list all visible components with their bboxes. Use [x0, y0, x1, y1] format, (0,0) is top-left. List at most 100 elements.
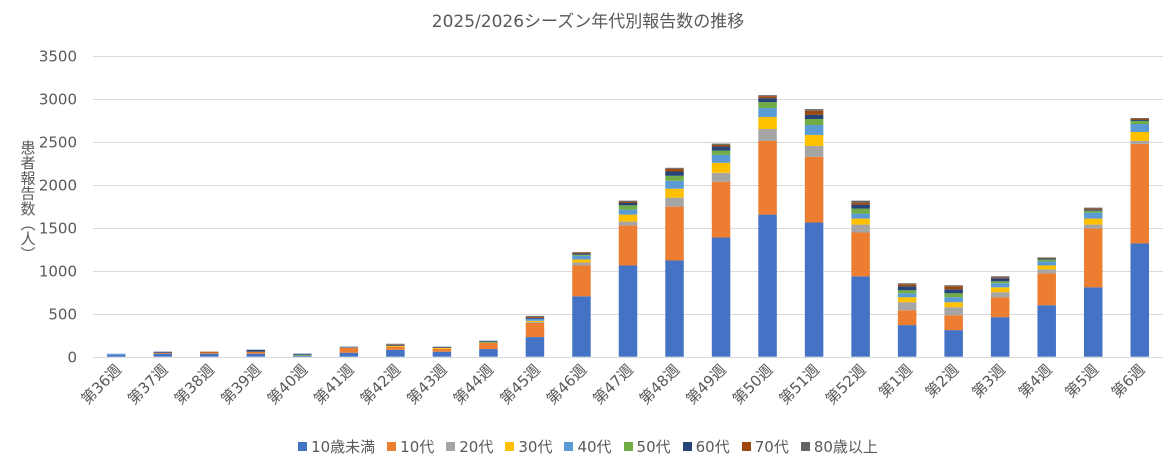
- bar-segment: [1130, 124, 1149, 133]
- bar-segment: [1130, 119, 1149, 121]
- chart-title: 2025/2026シーズン年代別報告数の推移: [432, 12, 744, 32]
- bar-segment: [758, 140, 777, 215]
- bar-segment: [1083, 209, 1103, 211]
- y-tick-label: 3000: [39, 91, 77, 109]
- bar-stack: [479, 340, 498, 357]
- bar-segment: [153, 351, 173, 353]
- bar-segment: [572, 252, 591, 254]
- y-axis-label: 患者報告数︵人︶: [20, 139, 35, 263]
- bar-segment: [618, 221, 638, 226]
- legend-label: 40代: [577, 438, 612, 456]
- bar-segment: [990, 317, 1010, 357]
- bar-segment: [944, 293, 963, 298]
- bar-segment: [339, 347, 359, 353]
- bar-segment: [572, 296, 591, 357]
- bar-segment: [1037, 305, 1056, 357]
- bar-segment: [386, 345, 405, 347]
- x-tick-label: 第40週: [264, 361, 311, 408]
- x-tick-label: 第6週: [1108, 361, 1149, 402]
- legend-swatch: [682, 442, 692, 451]
- bar-segment: [525, 320, 545, 322]
- legend-swatch: [387, 442, 397, 451]
- x-tick-label: 第5週: [1061, 361, 1102, 402]
- bar-segment: [944, 289, 963, 294]
- x-tick-label: 第37週: [124, 361, 171, 408]
- legend-swatch: [505, 442, 515, 451]
- legend-label: 80歳以上: [813, 438, 878, 456]
- bar-segment: [432, 346, 452, 348]
- bar-segment: [618, 265, 638, 357]
- bar-segment: [525, 322, 545, 338]
- legend-label: 10代: [400, 438, 435, 456]
- legend-label: 20代: [459, 438, 494, 456]
- bar-segment: [246, 351, 266, 354]
- bar-segment: [804, 125, 824, 135]
- bar-segment: [897, 290, 917, 294]
- bar-segment: [200, 353, 219, 357]
- x-tick-label: 第3週: [968, 361, 1009, 402]
- bar-segment: [432, 351, 452, 357]
- bar-segment: [432, 348, 452, 352]
- bar-segment: [711, 144, 731, 147]
- bar-segment: [851, 276, 870, 357]
- x-tick-label: 第43週: [403, 361, 450, 408]
- bar-segment: [897, 293, 917, 298]
- legend-swatch: [741, 442, 751, 451]
- bar-stack: [665, 167, 684, 357]
- bar-segment: [1083, 218, 1103, 225]
- bar-segment: [107, 353, 126, 355]
- bar-stack: [851, 200, 870, 357]
- bar-segment: [618, 200, 638, 202]
- bar-stack: [618, 200, 638, 357]
- bar-segment: [479, 342, 498, 350]
- bar-segment: [525, 318, 545, 321]
- x-tick-label: 第51週: [775, 361, 822, 408]
- bar-segment: [572, 255, 591, 260]
- bar-segment: [1037, 273, 1056, 306]
- legend-label: 60代: [695, 438, 730, 456]
- legend: 10歳未満 10代 20代 30代 40代 50代 60代 70代 80歳以上: [0, 436, 1176, 457]
- bar-segment: [572, 265, 591, 297]
- bar-stack: [711, 143, 731, 357]
- bar-segment: [1037, 261, 1056, 266]
- bar-stack: [107, 353, 126, 357]
- bar-segment: [804, 222, 824, 357]
- y-tick-label: 500: [48, 306, 77, 324]
- bar-segment: [479, 341, 498, 343]
- bar-stack: [758, 95, 777, 357]
- bar-stack: [153, 351, 173, 357]
- bar-segment: [897, 297, 917, 303]
- bar-segment: [990, 281, 1010, 284]
- bar-segment: [990, 283, 1010, 288]
- legend-item: 20代: [446, 436, 493, 457]
- x-tick-label: 第1週: [875, 361, 916, 402]
- bar-segment: [1130, 120, 1149, 125]
- bar-segment: [804, 145, 824, 157]
- bar-segment: [897, 284, 917, 287]
- bar-segment: [293, 353, 312, 355]
- bar-segment: [711, 237, 731, 357]
- bar-segment: [665, 260, 684, 357]
- bar-stack: [246, 349, 266, 357]
- legend-item: 30代: [505, 436, 552, 457]
- legend-swatch: [446, 442, 456, 451]
- bar-stack: [432, 346, 452, 357]
- bar-segment: [897, 325, 917, 357]
- bar-segment: [758, 102, 777, 109]
- y-tick-label: 2000: [39, 177, 77, 195]
- bar-segment: [246, 353, 266, 357]
- bar-stack: [1037, 257, 1056, 357]
- x-tick-label: 第2週: [922, 361, 963, 402]
- bar-segment: [153, 352, 173, 354]
- bar-segment: [944, 330, 963, 357]
- bar-stack: [1083, 207, 1103, 357]
- x-tick-label: 第36週: [78, 361, 125, 408]
- legend-item: 10歳未満: [298, 436, 375, 457]
- bar-segment: [804, 110, 824, 115]
- bar-segment: [897, 283, 917, 285]
- legend-swatch: [800, 442, 810, 451]
- bar-segment: [665, 167, 684, 169]
- bar-segment: [758, 96, 777, 99]
- bar-segment: [200, 351, 219, 353]
- bar-segment: [1037, 257, 1056, 258]
